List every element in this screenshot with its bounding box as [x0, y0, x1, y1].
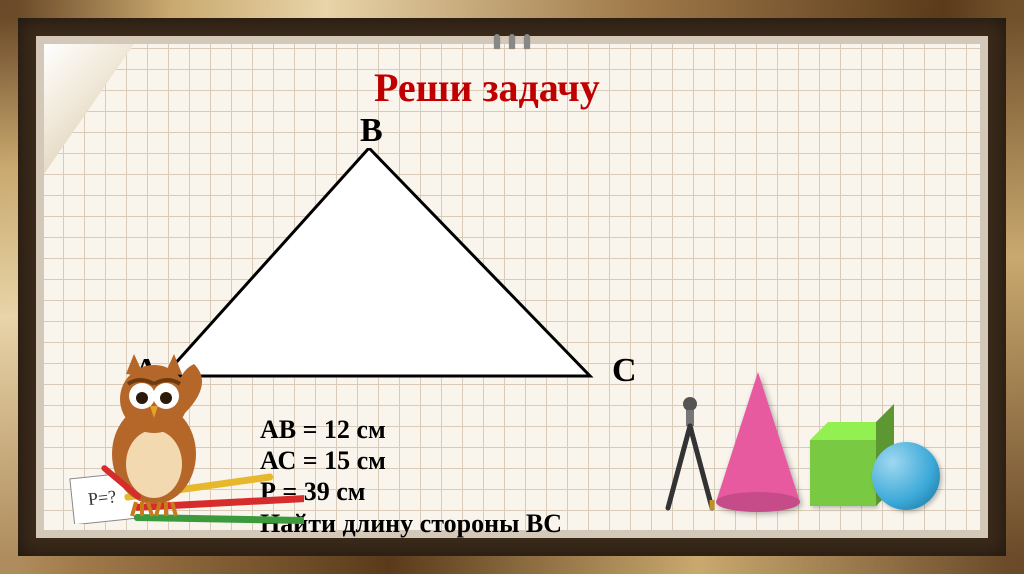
compass-icon — [660, 392, 720, 512]
inner-frame: Реши задачу В А С АВ = 12 см АС = 15 см … — [36, 36, 988, 538]
owl-decor: P=? — [64, 344, 304, 524]
problem-given: АВ = 12 см АС = 15 см Р = 39 см Найти дл… — [260, 414, 562, 539]
grid-paper: Реши задачу В А С АВ = 12 см АС = 15 см … — [44, 44, 980, 530]
sphere-icon — [872, 442, 940, 510]
geometry-shapes-decor — [690, 370, 950, 520]
cone-icon — [716, 372, 800, 502]
cube-icon — [810, 440, 876, 506]
given-ab: АВ = 12 см — [260, 414, 562, 445]
given-find: Найти длину стороны ВС — [260, 508, 562, 539]
wooden-frame: Реши задачу В А С АВ = 12 см АС = 15 см … — [0, 0, 1024, 574]
page-curl — [44, 44, 134, 174]
vertex-label-b: В — [360, 112, 383, 150]
binder-clip — [494, 34, 530, 48]
owl-icon: P=? — [64, 344, 304, 524]
given-ac: АС = 15 см — [260, 445, 562, 476]
vertex-label-c: С — [612, 352, 637, 390]
given-p: Р = 39 см — [260, 476, 562, 507]
svg-text:P=?: P=? — [87, 486, 117, 509]
slide-title: Реши задачу — [374, 64, 600, 111]
